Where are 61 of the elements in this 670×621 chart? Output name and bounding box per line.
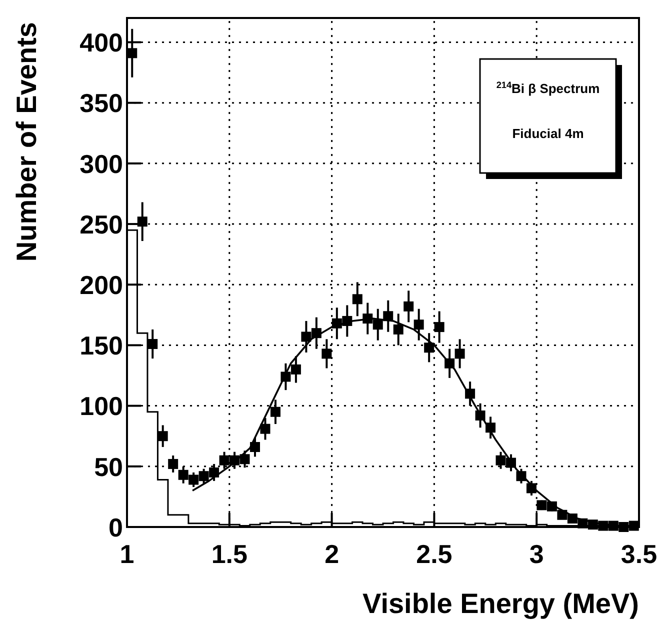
point (168, 458, 178, 469)
point (270, 406, 280, 417)
point (198, 471, 209, 482)
point (557, 510, 568, 520)
y-tick-label: 300 (80, 148, 123, 179)
point (230, 455, 240, 466)
point (486, 422, 496, 433)
point (404, 301, 414, 312)
y-tick-label: 100 (80, 391, 123, 422)
x-axis-title: Visible Energy (MeV) (362, 588, 639, 619)
point (496, 455, 506, 466)
y-tick-label: 350 (80, 88, 123, 118)
point (178, 470, 188, 480)
y-tick-label: 150 (80, 330, 123, 361)
point (290, 364, 301, 374)
point (240, 454, 250, 464)
point (454, 348, 465, 359)
point (352, 294, 362, 304)
point (137, 216, 148, 227)
annotation: Fiducial 4m (512, 126, 584, 141)
point (567, 514, 578, 524)
point (280, 372, 291, 382)
point (506, 458, 516, 468)
point (322, 348, 332, 359)
point (158, 431, 168, 442)
point (475, 410, 486, 421)
point (414, 320, 424, 330)
point (260, 424, 270, 434)
point (536, 500, 547, 510)
y-tick-label: 250 (80, 209, 123, 240)
y-axis-title: Number of Events (11, 22, 42, 262)
x-tick-label: 3.5 (620, 539, 658, 569)
point (219, 455, 230, 466)
point (127, 48, 138, 58)
x-tick-label: 1.5 (211, 539, 248, 569)
y-tick-label: 200 (80, 270, 123, 300)
point (393, 324, 404, 334)
y-tick-label: 400 (80, 28, 123, 58)
point (526, 483, 536, 494)
point (465, 388, 476, 399)
point (301, 332, 312, 342)
point (434, 322, 444, 332)
y-tick-label: 50 (94, 452, 123, 482)
point (383, 311, 394, 322)
point (424, 342, 434, 353)
point (372, 320, 383, 330)
point (342, 316, 352, 326)
point (209, 467, 220, 478)
point (148, 339, 158, 349)
point (311, 328, 322, 338)
point (444, 358, 455, 368)
annotation: $^{214}$Bi β Spectrum (496, 80, 600, 96)
point (332, 318, 342, 328)
point (188, 474, 199, 485)
point (546, 501, 557, 512)
point (250, 442, 260, 452)
x-tick-label: 2.5 (416, 539, 452, 569)
x-tick-label: 2 (324, 539, 340, 569)
point (516, 471, 526, 482)
x-tick-label: 3 (529, 539, 544, 569)
point (362, 314, 373, 324)
